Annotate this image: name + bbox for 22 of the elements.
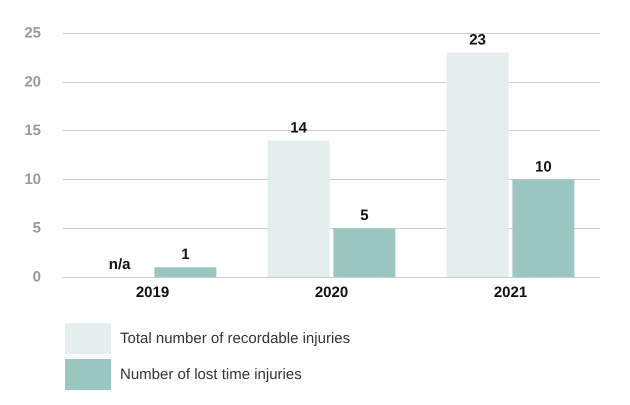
y-tick-label: 20 [24, 73, 41, 90]
y-tick-label: 10 [24, 170, 41, 188]
data-label: 1 [181, 246, 190, 264]
text: n/a [108, 256, 130, 273]
bar [268, 140, 330, 277]
bar [333, 228, 396, 277]
data-label: 10 [535, 158, 552, 176]
legend-label: Number of lost time injuries [120, 366, 302, 383]
x-tick-label: 2021 [494, 284, 528, 301]
legend-label: Total number of recordable injuries [120, 330, 350, 347]
bar [512, 179, 574, 277]
x-tick-label: 2019 [136, 284, 170, 301]
bar [154, 267, 216, 277]
x-tick-label: 2020 [314, 284, 348, 301]
y-tick-label: 0 [32, 268, 41, 286]
data-label: 23 [469, 32, 486, 49]
y-tick-label: 25 [24, 24, 41, 42]
y-tick-label: 5 [32, 220, 41, 237]
data-label: 5 [360, 207, 369, 224]
bar [446, 52, 509, 277]
data-label: 14 [290, 119, 308, 136]
y-tick-label: 15 [24, 122, 41, 140]
